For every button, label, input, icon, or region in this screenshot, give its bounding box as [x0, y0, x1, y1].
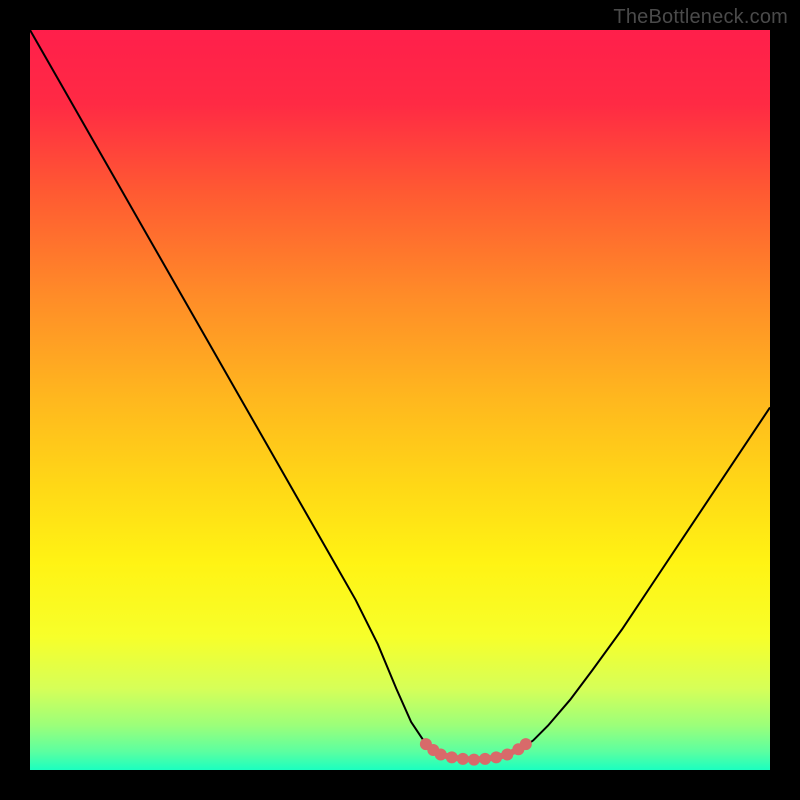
optimal-zone-marker — [520, 738, 532, 750]
watermark-text: TheBottleneck.com — [613, 6, 788, 29]
optimal-zone-marker — [435, 748, 447, 760]
optimal-zone-marker — [501, 748, 513, 760]
optimal-zone-marker — [490, 751, 502, 763]
optimal-zone-marker — [446, 751, 458, 763]
plot-background — [30, 30, 770, 770]
bottleneck-chart — [0, 0, 800, 800]
optimal-zone-marker — [457, 753, 469, 765]
optimal-zone-marker — [468, 754, 480, 766]
optimal-zone-marker — [479, 753, 491, 765]
